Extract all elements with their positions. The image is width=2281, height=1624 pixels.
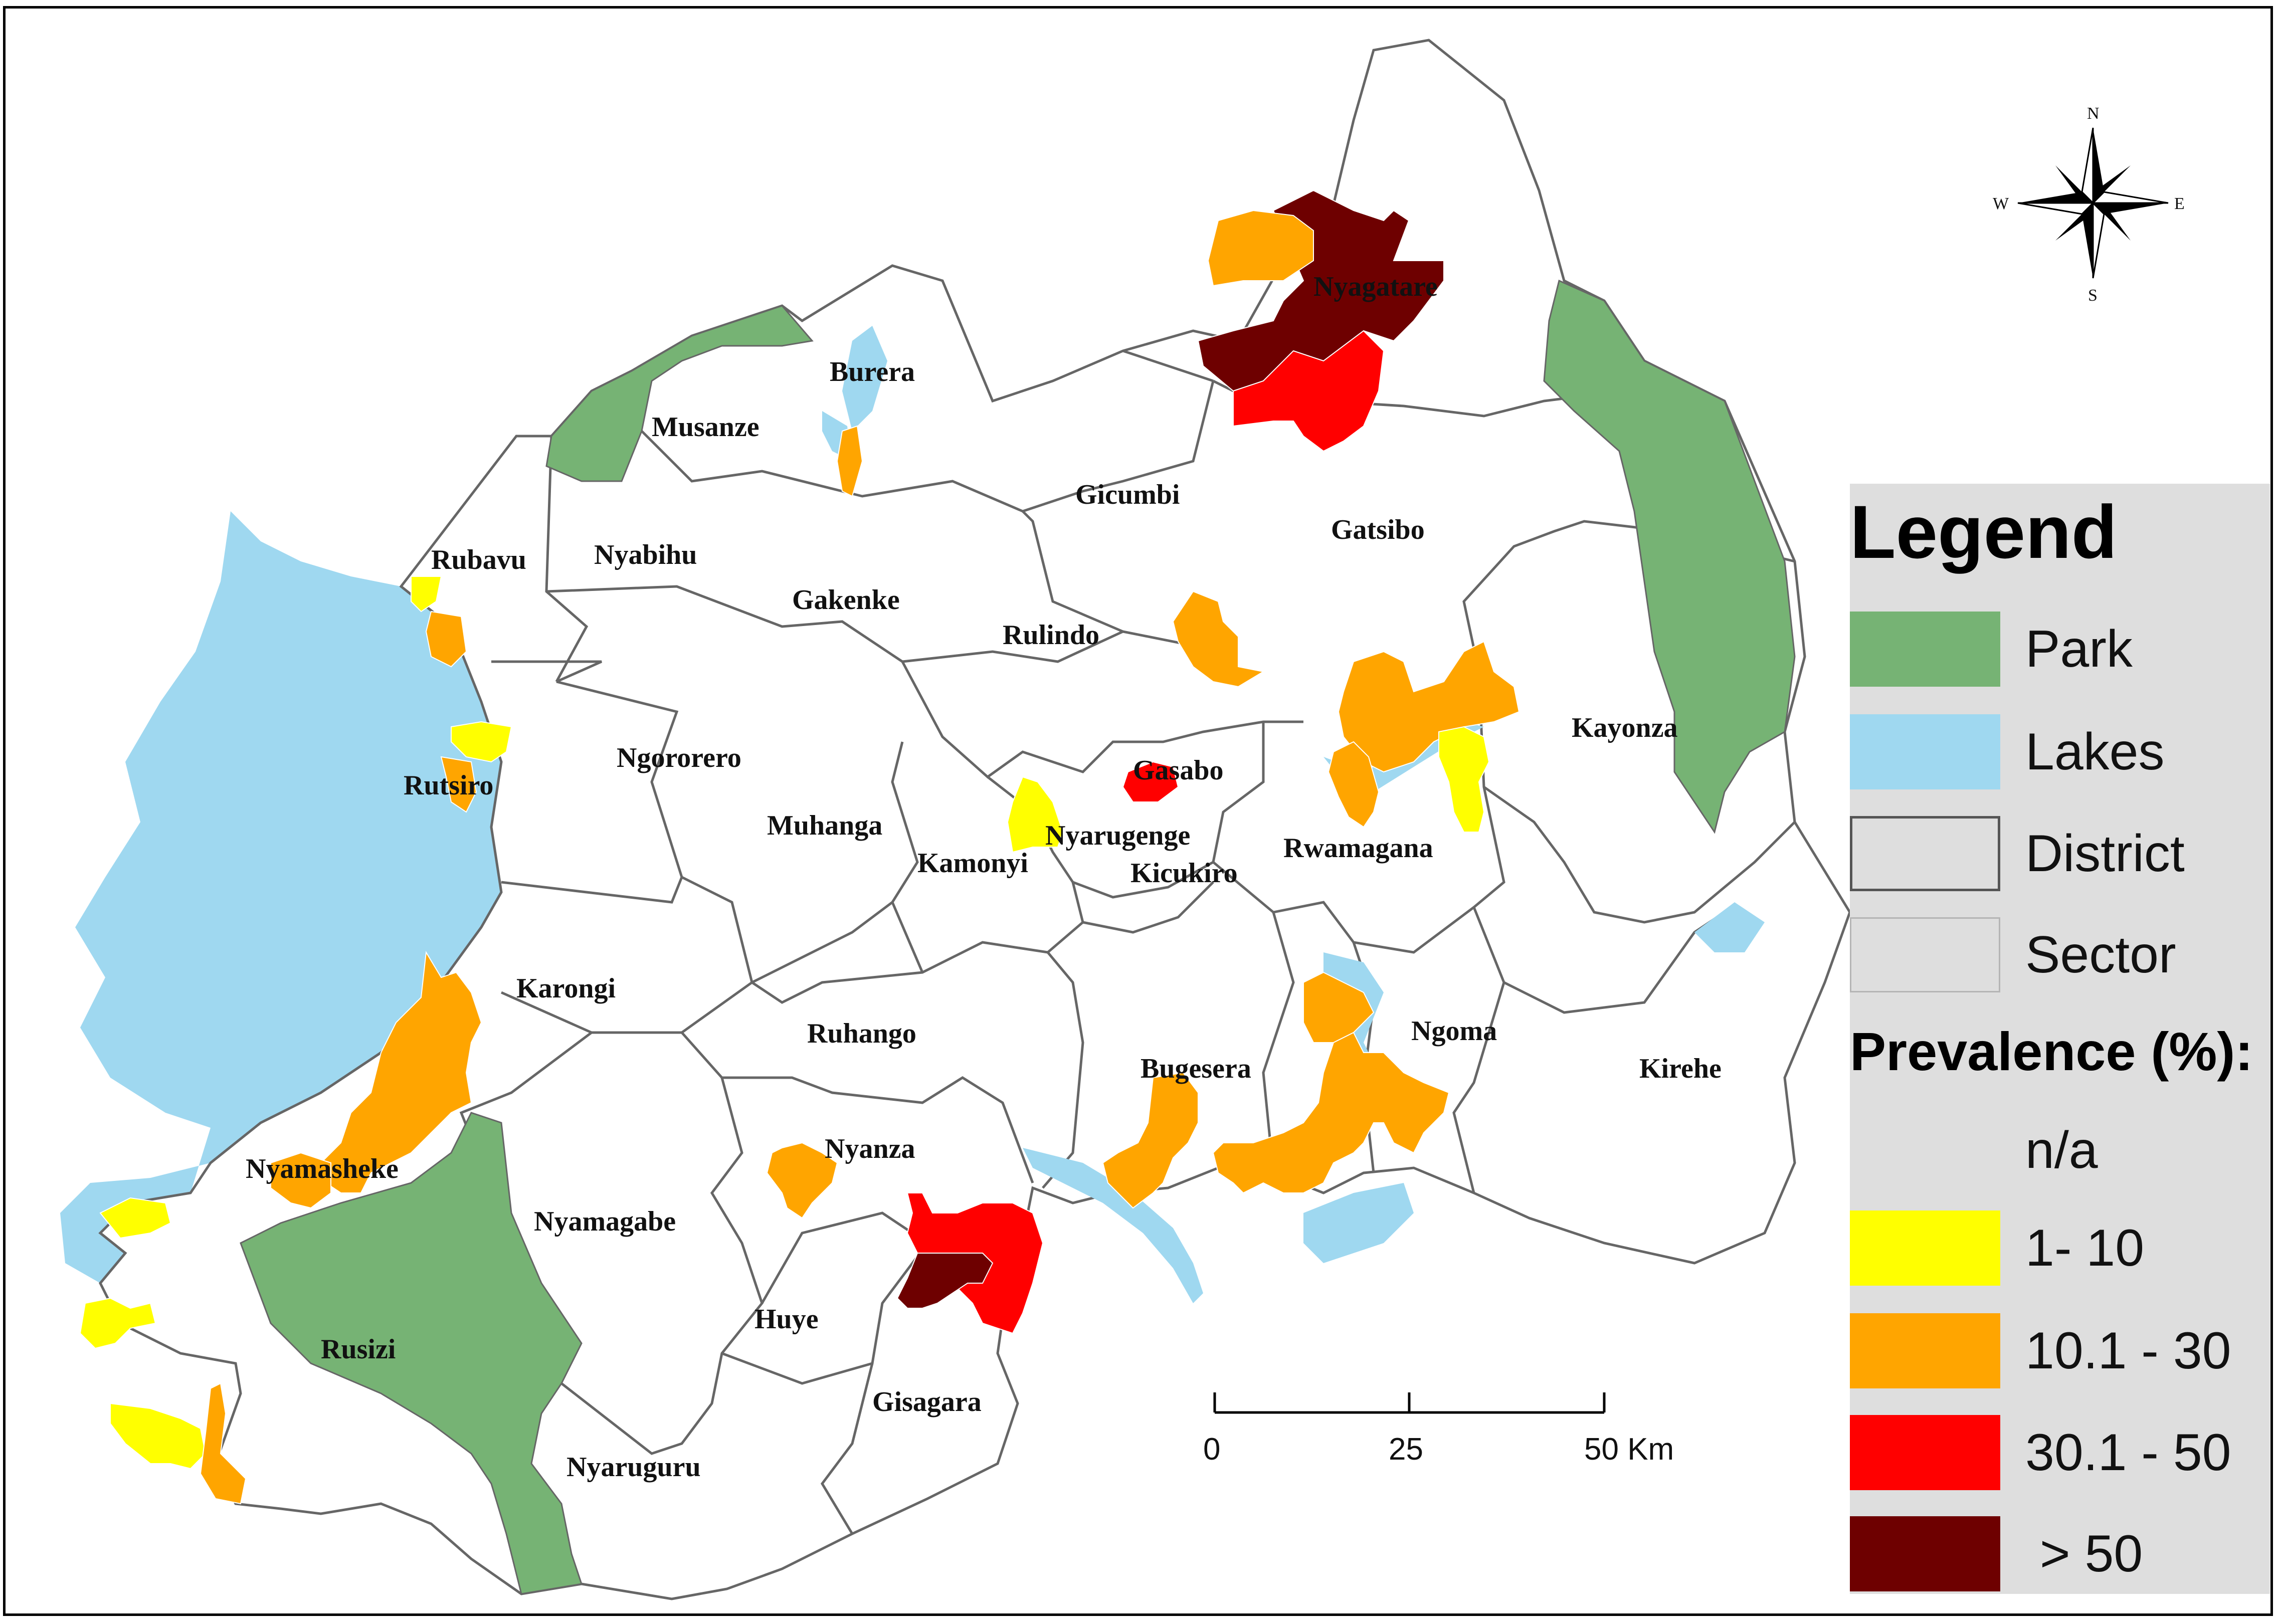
area-1-10-rubavu <box>411 576 442 613</box>
label-rulindo: Rulindo <box>1003 620 1099 651</box>
label-musanze: Musanze <box>652 412 759 443</box>
district-labels: Nyagatare Burera Musanze Gicumbi Gatsibo… <box>246 271 1722 1483</box>
label-rusizi: Rusizi <box>321 1334 396 1365</box>
label-huye: Huye <box>754 1304 819 1335</box>
scale-tick-50: 50 Km <box>1584 1432 1674 1467</box>
label-burera: Burera <box>830 356 915 387</box>
label-gicumbi: Gicumbi <box>1075 479 1180 510</box>
district-boundaries <box>459 349 1796 1535</box>
area-gt50-gisagara <box>896 1253 994 1309</box>
area-10-30-rwamagana <box>1338 641 1520 773</box>
compass-s: S <box>2088 286 2098 305</box>
compass-w: W <box>1993 194 2009 213</box>
area-1-10-rusizi-a <box>99 1197 171 1239</box>
label-kayonza: Kayonza <box>1572 712 1678 743</box>
label-rwamagana: Rwamagana <box>1283 833 1433 864</box>
label-kamonyi: Kamonyi <box>917 848 1028 879</box>
area-10-30-nyamasheke <box>270 1152 331 1209</box>
scale-bar <box>1213 1392 1606 1414</box>
legend-label-gt50: > 50 <box>2025 1525 2143 1583</box>
area-30-50-nyagatare <box>1233 330 1385 452</box>
scale-tick-0: 0 <box>1203 1432 1220 1467</box>
area-10-30-gicumbi <box>1172 590 1265 688</box>
legend-label-na: n/a <box>2025 1121 2098 1179</box>
label-nyanza: Nyanza <box>825 1133 915 1164</box>
label-nyabihu: Nyabihu <box>594 539 697 570</box>
label-rutsiro: Rutsiro <box>404 770 493 801</box>
area-1-10-rwamagana <box>1438 726 1490 833</box>
area-1-10-rusizi-c <box>110 1402 207 1470</box>
area-10-30-nyanza <box>766 1142 838 1219</box>
label-gakenke: Gakenke <box>792 584 900 616</box>
label-ngoma: Ngoma <box>1411 1016 1497 1047</box>
area-10-30-rubavu <box>425 611 467 668</box>
area-10-30-nyagatare <box>1207 210 1314 287</box>
prevalence-areas <box>79 189 1520 1505</box>
area-10-30-rutsiro <box>440 756 477 813</box>
legend-swatch-10-30 <box>1850 1313 2000 1388</box>
legend-prevalence-title: Prevalence (%): <box>1850 1021 2253 1082</box>
legend-label-lakes: Lakes <box>2025 723 2165 781</box>
legend-swatch-1-10 <box>1850 1210 2000 1286</box>
river-akanyaru <box>1023 1148 1203 1303</box>
label-nyarugenge: Nyarugenge <box>1045 820 1190 851</box>
label-ruhango: Ruhango <box>807 1018 916 1049</box>
label-ngororero: Ngororero <box>617 742 741 773</box>
label-kirehe: Kirehe <box>1639 1053 1722 1084</box>
label-rubavu: Rubavu <box>431 544 526 575</box>
area-10-30-ngoma-b <box>1212 1032 1450 1194</box>
legend-label-10-30: 10.1 - 30 <box>2025 1322 2231 1380</box>
label-gatsibo: Gatsibo <box>1331 514 1425 545</box>
legend-swatch-30-50 <box>1850 1415 2000 1490</box>
lake-kivu <box>60 511 501 1283</box>
park-volcanoes <box>545 305 814 482</box>
legend-swatch-gt50 <box>1850 1516 2000 1591</box>
legend-label-1-10: 1- 10 <box>2025 1219 2145 1277</box>
area-10-30-bugesera <box>1102 1072 1199 1209</box>
area-10-30-rusizi <box>200 1382 247 1505</box>
lake-burera <box>842 326 887 431</box>
label-karongi: Karongi <box>516 973 616 1004</box>
legend-swatch-district <box>1850 816 2000 891</box>
label-nyaruguru: Nyaruguru <box>566 1452 701 1483</box>
label-kicukiro: Kicukiro <box>1130 858 1238 889</box>
lake-east-small <box>1694 902 1765 952</box>
park-nyungwe <box>240 1112 583 1595</box>
area-30-50-gasabo <box>1122 761 1179 802</box>
label-gisagara: Gisagara <box>872 1386 982 1417</box>
legend-label-district: District <box>2025 825 2185 883</box>
area-10-30-ngoma <box>1303 971 1375 1043</box>
scale-tick-25: 25 <box>1389 1432 1423 1467</box>
area-10-30-karongi <box>320 950 482 1193</box>
lake-rweru <box>1303 1183 1414 1263</box>
area-10-30-rwamagana-b <box>1327 741 1380 828</box>
area-1-10-rusizi-b <box>79 1297 156 1349</box>
area-1-10-kamonyi <box>1007 776 1064 853</box>
legend-label-30-50: 30.1 - 50 <box>2025 1424 2231 1482</box>
label-nyamasheke: Nyamasheke <box>246 1153 399 1184</box>
compass-rose-icon: N S E W <box>1993 104 2185 305</box>
legend-swatch-sector <box>1850 917 2000 992</box>
compass-n: N <box>2087 104 2100 123</box>
legend-swatch-lakes <box>1850 714 2000 789</box>
legend-label-sector: Sector <box>2025 926 2176 984</box>
area-1-10-rutsiro <box>451 721 512 763</box>
park-akagera <box>1543 279 1796 834</box>
legend: Legend Park Lakes District Sector Preval… <box>1850 484 2270 1594</box>
label-gasabo: Gasabo <box>1133 755 1224 786</box>
label-nyagatare: Nyagatare <box>1313 271 1438 302</box>
label-muhanga: Muhanga <box>767 810 882 841</box>
area-10-30-burera <box>836 425 863 497</box>
label-nyamagabe: Nyamagabe <box>534 1206 676 1237</box>
legend-swatch-park <box>1850 612 2000 687</box>
compass-e: E <box>2174 194 2185 213</box>
legend-title: Legend <box>1850 490 2118 574</box>
parks <box>240 279 1796 1595</box>
legend-label-park: Park <box>2025 620 2133 678</box>
label-bugesera: Bugesera <box>1140 1053 1251 1084</box>
